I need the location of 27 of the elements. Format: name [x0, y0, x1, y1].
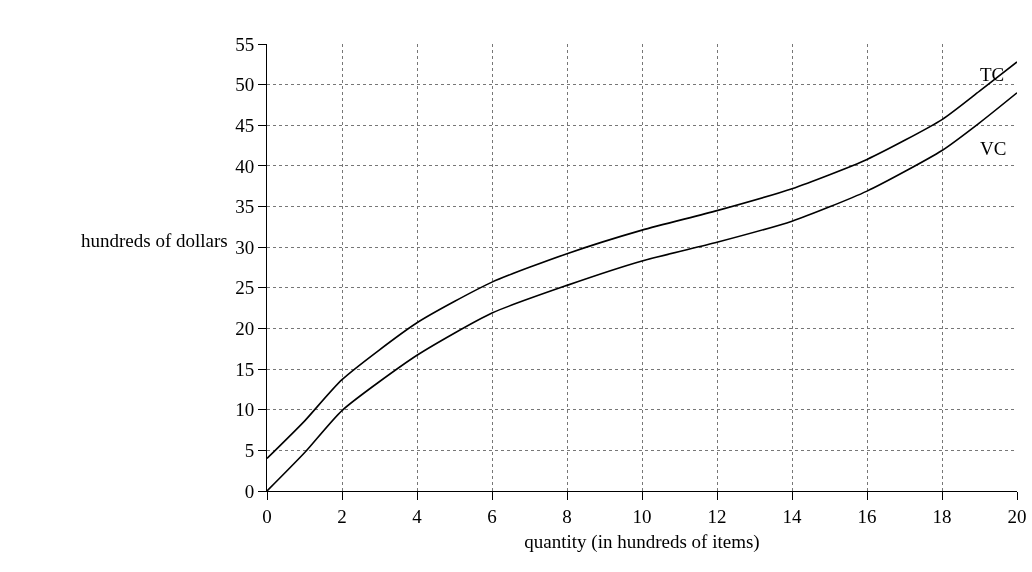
x-tick-label: 10: [632, 505, 652, 527]
y-tick-label: 45: [235, 114, 255, 136]
y-tick-label: 55: [235, 33, 255, 55]
y-tick-label: 50: [235, 74, 255, 96]
x-tick-label: 18: [932, 505, 952, 527]
y-tick-label: 20: [235, 318, 255, 340]
y-tick-label: 30: [235, 236, 255, 258]
y-tick-label: 35: [235, 196, 255, 218]
x-tick-label: 16: [857, 505, 877, 527]
y-tick-label: 40: [235, 155, 255, 177]
x-tick-label: 14: [782, 505, 802, 527]
x-tick-label: 20: [1007, 505, 1027, 527]
x-tick-label: 4: [412, 505, 423, 527]
x-tick-label: 6: [487, 505, 497, 527]
x-tick-label: 2: [337, 505, 347, 527]
series-label: TC: [980, 64, 1005, 85]
y-tick-label: 15: [235, 358, 255, 380]
y-tick-label: 0: [244, 480, 255, 502]
x-tick-label: 0: [262, 505, 272, 527]
x-tick-label: 8: [562, 505, 572, 527]
y-tick-label: 10: [235, 399, 255, 421]
y-axis-title: hundreds of dollars: [81, 230, 228, 251]
x-tick-label: 12: [707, 505, 727, 527]
y-tick-label: 5: [244, 440, 255, 462]
series-label: VC: [980, 138, 1007, 159]
y-tick-label: 25: [235, 277, 255, 299]
x-axis-title: quantity (in hundreds of items): [524, 530, 760, 553]
